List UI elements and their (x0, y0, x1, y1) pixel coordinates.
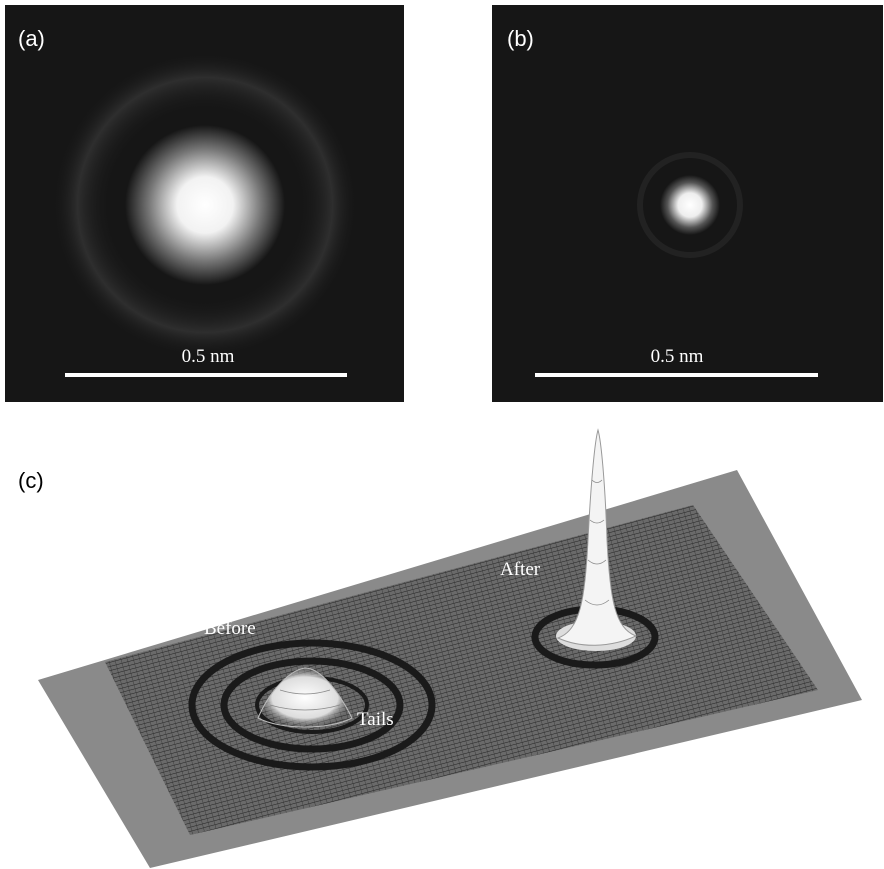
panel-a: (a) 0.5 nm (5, 5, 404, 402)
annotation: Tails (357, 709, 394, 730)
panel-c: (c) After Before Tails (18, 430, 862, 868)
spot (660, 175, 720, 235)
annotation: After (500, 559, 541, 580)
scale-bar (535, 373, 818, 377)
annotation: Before (204, 618, 256, 639)
scale-label: 0.5 nm (182, 346, 235, 367)
panel-label: (b) (507, 26, 534, 51)
panel-label: (c) (18, 468, 44, 493)
panel-b: (b) 0.5 nm (492, 5, 883, 402)
figure: (a) 0.5 nm (b) 0.5 nm (c) After Before T… (0, 0, 884, 869)
scale-bar (65, 373, 347, 377)
spot (125, 125, 285, 285)
scale-label: 0.5 nm (651, 346, 704, 367)
panel-label: (a) (18, 26, 45, 51)
